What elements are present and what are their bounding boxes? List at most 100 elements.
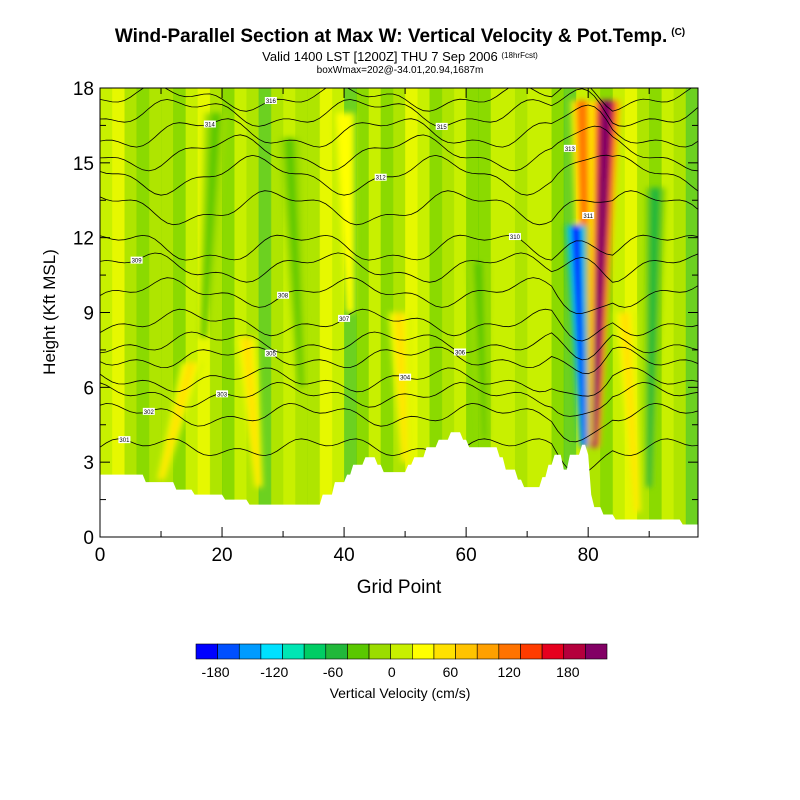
y-axis-label: Height (Kft MSL) [40,249,59,375]
colorbar-swatch [238,643,262,660]
colorbar-swatch [368,643,391,660]
y-tick-label: 12 [73,229,94,250]
theta-label: 316 [266,99,277,105]
theta-label: 303 [217,392,228,398]
theta-label: 314 [205,122,216,128]
colorbar-swatch [217,643,240,660]
theta-contour [100,346,698,375]
theta-label-bg [435,122,448,130]
velocity-column [270,88,284,537]
velocity-column [417,88,431,537]
colorbar-swatch [390,643,413,660]
theta-label-bg [277,291,290,299]
velocity-column [319,88,333,537]
colorbar-swatch [563,643,586,660]
theta-contour [100,277,698,314]
updraft-plume [339,112,353,313]
colorbar-swatch [520,643,543,660]
theta-label-bg [118,436,131,444]
colorbar-tick-label: 60 [443,664,459,680]
forecast-hour: (18hrFcst) [501,51,538,60]
y-tick-label: 9 [83,304,94,325]
theta-label-bg [264,96,277,104]
theta-contour [100,125,698,172]
velocity-column [514,88,528,537]
theta-label: 315 [437,125,448,131]
x-tick-label: 60 [456,545,477,566]
theta-contour [100,104,698,148]
colorbar-swatch [585,643,608,660]
velocity-column [234,88,247,537]
x-tick-label: 0 [95,545,106,566]
colorbar-tick-label: -60 [323,664,343,680]
theta-label: 310 [510,235,521,241]
velocity-column [527,88,540,537]
theta-label: 313 [565,147,576,153]
velocity-column [539,88,553,537]
theta-label: 308 [278,294,289,300]
theta-label-bg [582,211,595,219]
colorbar-tick-label: 120 [497,664,521,680]
theta-contour [100,381,698,417]
y-tick-label: 6 [83,378,94,399]
updraft-plume [591,100,613,448]
colorbar-tick-label: -180 [202,664,230,680]
velocity-column [502,88,516,537]
theta-contour [100,308,698,342]
velocity-column [124,88,138,537]
theta-label-bg [203,120,216,128]
y-tick-label: 3 [83,453,94,474]
theta-contour [100,190,698,226]
updraft-plume [394,312,408,463]
downdraft-plume [473,262,487,438]
colorbar-swatch [195,643,218,660]
velocity-column [673,88,687,537]
colorbar-label: Vertical Velocity (cm/s) [330,685,471,701]
colorbar-swatch [303,643,327,660]
theta-contour [100,438,698,476]
theta-contour [100,234,698,261]
x-tick-label: 20 [211,545,232,566]
colorbar: -180 -120 -60 0 60 120 180 [195,643,608,680]
x-axis-label: Grid Point [357,577,442,598]
theta-contours: 301 302 303 304 305 306 307 308 309 310 311 312 313 3… [100,88,698,476]
theta-label: 312 [376,176,387,182]
colorbar-swatch [498,643,521,660]
theta-label-bg [563,144,576,152]
title-block: Wind-Parallel Section at Max W: Vertical… [0,22,800,77]
colorbar-tick-label: 180 [556,664,580,680]
colorbar-tick-label: -120 [260,664,288,680]
velocity-column [307,88,321,537]
theta-label-bg [142,407,155,415]
box-wmax: boxWmax=202@-34.01,20.94,1687m [316,65,484,76]
theta-contour [100,88,693,112]
downdraft-plume [647,187,661,488]
theta-label: 304 [400,376,411,382]
theta-contour [100,402,698,443]
y-tick-label: 18 [73,79,94,100]
y-axis: 0 3 6 9 12 15 18 [73,79,698,549]
theta-label-bg [130,256,143,264]
velocity-column [563,88,577,537]
velocity-column [136,88,150,537]
plot-area: 301 302 303 304 305 306 307 308 309 310 311 312 313 3… [100,88,698,537]
theta-label: 311 [583,214,593,220]
colorbar-swatch [412,643,435,660]
velocity-column [356,88,369,537]
velocity-column [258,88,272,537]
theta-label-bg [508,233,521,241]
theta-label-bg [216,390,229,398]
colorbar-swatch [282,643,305,660]
colorbar-swatch [260,643,283,660]
colorbar-swatch [476,643,500,660]
velocity-features [156,100,667,513]
colorbar-swatch [325,643,348,660]
velocity-column [173,88,186,537]
updraft-plume [619,312,639,513]
x-tick-label: 80 [578,545,599,566]
theta-label-bg [374,173,387,181]
velocity-column [661,88,675,537]
velocity-column [453,88,467,537]
theta-label-bg [399,373,412,381]
